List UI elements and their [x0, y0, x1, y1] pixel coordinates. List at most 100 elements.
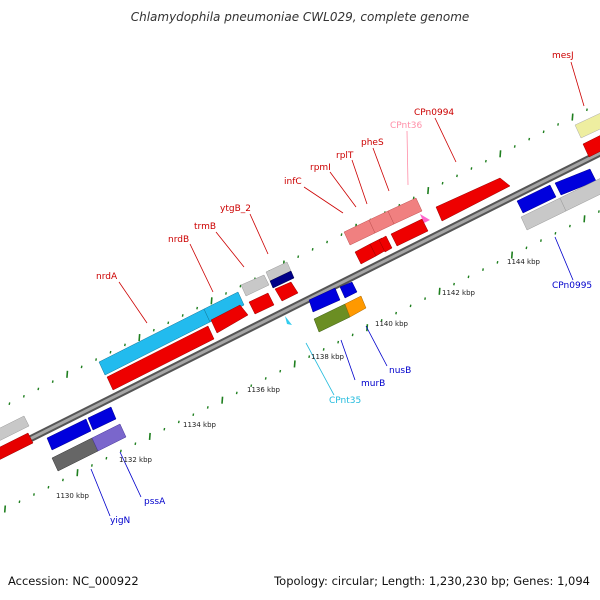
outer-tick [484, 159, 487, 163]
inner-tick [264, 377, 267, 380]
inner-tick [163, 427, 166, 431]
gene-infC-bar[interactable] [343, 219, 376, 246]
outer-tick [557, 123, 560, 126]
inner-tick [510, 251, 514, 259]
inner-tick [105, 456, 108, 460]
inner-tick [568, 224, 571, 228]
gene-label-rplT: rplT [336, 151, 354, 161]
gene-label-nrdB: nrdB [168, 235, 189, 245]
scale-label-1144: 1144 kbp [507, 258, 541, 266]
gene-pheS[interactable] [390, 218, 429, 247]
gene-mesJ-bar[interactable] [574, 111, 600, 139]
genome-backbone [0, 149, 600, 458]
inner-tick [322, 348, 325, 351]
outer-tick [326, 240, 329, 244]
gene-CPnt35[interactable] [285, 316, 292, 325]
outer-tick [470, 167, 473, 170]
inner-tick [279, 369, 282, 373]
outer-tick [441, 181, 444, 185]
feature-track [0, 111, 600, 472]
gene-label-nrdA: nrdA [96, 272, 118, 282]
gene-label-infC: infC [284, 177, 302, 187]
gene-nusB-arrow[interactable] [339, 281, 358, 299]
inner-tick-row [3, 210, 600, 513]
gene-label-CPn0995: CPn0995 [552, 281, 592, 291]
scale-labels: 1130 kbp 1132 kbp 1134 kbp 1136 kbp 1138… [56, 258, 541, 500]
scale-label-1134: 1134 kbp [183, 421, 217, 429]
inner-tick [467, 275, 470, 279]
gene-CPnt36[interactable] [420, 214, 430, 223]
inner-tick [337, 340, 340, 344]
inner-tick [177, 420, 180, 424]
outer-tick [167, 321, 170, 325]
outer-tick [311, 247, 314, 251]
gene-rplT[interactable] [378, 235, 393, 253]
gene-nrdB[interactable] [210, 304, 249, 334]
outer-tick [123, 343, 126, 347]
inner-tick [90, 464, 93, 467]
gene-trmB-bar[interactable] [240, 274, 270, 297]
outer-tick [138, 333, 141, 342]
outer-tick [66, 370, 69, 378]
gene-pssA[interactable] [87, 406, 117, 431]
outer-tick [542, 130, 545, 134]
outer-tick [181, 314, 184, 317]
gene-label-rpmI: rpmI [310, 163, 331, 173]
inner-tick [482, 268, 484, 271]
inner-tick [119, 449, 122, 453]
feature-left-red[interactable] [0, 432, 34, 462]
outer-tick [239, 284, 242, 288]
gene-CPn0995-bar-2[interactable] [559, 176, 600, 212]
inner-tick [47, 485, 50, 489]
inner-tick [3, 505, 7, 513]
gene-label-nusB: nusB [389, 366, 411, 376]
inner-tick [597, 210, 600, 213]
inner-tick [76, 469, 79, 477]
gene-murB-arrow[interactable] [308, 287, 341, 313]
outer-tick [196, 306, 199, 310]
inner-tick [380, 319, 383, 322]
gene-label-CPnt36: CPnt36 [390, 121, 423, 131]
gene-label-mesJ: mesJ [552, 51, 574, 61]
scale-label-1140: 1140 kbp [375, 320, 409, 328]
inner-tick [192, 413, 195, 417]
gene-CPn0994[interactable] [435, 177, 511, 222]
inner-tick [424, 297, 427, 300]
gene-ytgB_2[interactable] [274, 281, 299, 302]
scale-label-1142: 1142 kbp [442, 289, 476, 297]
inner-tick [293, 360, 296, 368]
outer-tick [152, 328, 155, 332]
gene-pheS-bar[interactable] [387, 197, 423, 225]
gene-label-murB: murB [361, 379, 385, 389]
inner-tick [33, 493, 35, 496]
outer-tick [456, 174, 458, 178]
gene-yigN[interactable] [46, 418, 92, 451]
gene-mesJ[interactable] [582, 133, 600, 158]
inner-tick [134, 442, 137, 446]
inner-tick [351, 333, 354, 337]
gene-nrdB-bar[interactable] [203, 291, 245, 323]
outer-tick-row [8, 108, 588, 406]
inner-tick [250, 384, 253, 388]
outer-tick [22, 394, 25, 398]
gene-label-pheS: pheS [361, 138, 384, 148]
topology-summary-text: Topology: circular; Length: 1,230,230 bp… [274, 574, 590, 588]
gene-ytgB_2-strip[interactable] [269, 270, 295, 289]
gene-CPn0995-arrow[interactable] [516, 184, 557, 214]
gene-label-pssA: pssA [144, 497, 166, 507]
scale-label-1138: 1138 kbp [311, 353, 345, 361]
feature-left-gray[interactable] [0, 415, 30, 443]
inner-tick [539, 239, 542, 242]
leader-lines [90, 61, 585, 517]
scale-label-1132: 1132 kbp [119, 456, 153, 464]
inner-tick [409, 304, 412, 308]
gene-pssA-bar[interactable] [91, 423, 127, 452]
outer-tick [95, 358, 98, 361]
gene-nusB[interactable] [344, 295, 367, 318]
gene-trmB[interactable] [248, 292, 275, 315]
outer-tick [427, 186, 430, 195]
inner-tick [395, 311, 398, 315]
gene-nrdA[interactable] [106, 325, 215, 391]
inner-tick [496, 260, 499, 264]
